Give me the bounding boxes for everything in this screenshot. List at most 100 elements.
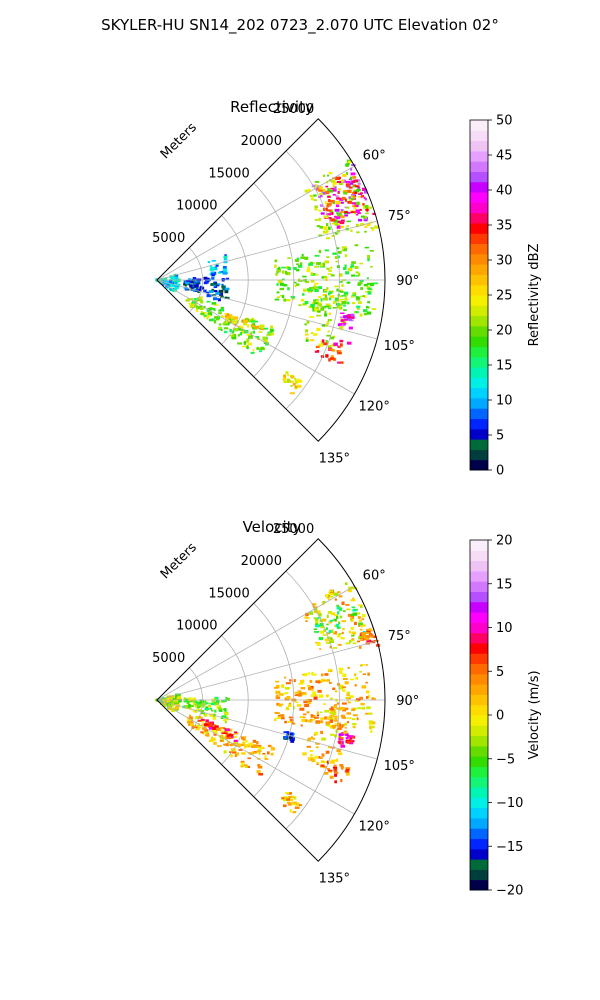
echo-gate (205, 719, 209, 723)
echo-gate (325, 215, 329, 219)
echo-gate (195, 716, 199, 720)
colorbar-swatch (470, 848, 488, 860)
echo-gate (277, 279, 283, 284)
echo-gate (365, 632, 370, 634)
echo-gate (260, 328, 265, 331)
echo-gate (316, 762, 319, 766)
echo-gate (319, 226, 324, 229)
echo-gate (203, 723, 209, 726)
echo-gate (338, 621, 341, 625)
echo-gate (316, 610, 321, 614)
colorbar-swatch (470, 560, 488, 572)
echo-gate (364, 218, 368, 221)
echo-gate (328, 319, 333, 322)
colorbar-swatch (470, 797, 488, 809)
echo-gate (294, 258, 299, 263)
echo-gate (172, 287, 178, 291)
echo-gate (366, 311, 372, 315)
echo-gate (330, 218, 335, 222)
echo-gate (343, 730, 347, 733)
echo-gate (361, 613, 366, 618)
echo-gate (294, 806, 300, 809)
echo-gate (323, 771, 329, 775)
echo-gate (327, 195, 331, 197)
echo-gate (328, 269, 332, 272)
echo-gate (262, 746, 265, 750)
echo-gate (354, 203, 359, 207)
echo-gate (326, 321, 330, 325)
echo-gate (346, 220, 351, 223)
echo-gate (322, 293, 327, 297)
echo-gate (290, 739, 295, 743)
echo-gate (333, 618, 337, 621)
echo-gate (361, 187, 366, 192)
echo-gate (311, 671, 314, 676)
colorbar-swatch (470, 591, 488, 603)
echo-gate (257, 765, 263, 769)
echo-gate (327, 195, 331, 198)
echo-gate (359, 192, 363, 195)
echo-gate (307, 672, 311, 675)
echo-gate (275, 272, 278, 276)
echo-gate (234, 731, 238, 734)
range-tick-label: 15000 (208, 166, 249, 181)
echo-gate (339, 361, 344, 364)
echo-gate (168, 706, 173, 710)
echo-gate (336, 604, 340, 607)
echo-gate (336, 212, 339, 214)
echo-gate (222, 265, 227, 270)
echo-gate (314, 308, 319, 312)
echo-gate (192, 304, 195, 308)
echo-gate (328, 171, 333, 175)
echo-gate (321, 191, 327, 195)
echo-gate (366, 223, 371, 227)
echo-gate (333, 219, 338, 223)
echo-gate (344, 198, 348, 202)
echo-gate (350, 197, 354, 201)
echo-gate (302, 716, 306, 719)
echo-gate (326, 256, 330, 258)
echo-gate (336, 749, 341, 753)
echo-gate (334, 598, 337, 601)
echo-gate (269, 328, 274, 333)
echo-gate (263, 327, 269, 330)
echo-gate (185, 281, 190, 285)
echo-gate (183, 280, 188, 283)
echo-gate (340, 744, 344, 747)
echo-gate (287, 736, 293, 739)
echo-gate (250, 351, 255, 354)
echo-gate (230, 321, 234, 323)
echo-gate (332, 357, 337, 361)
echo-gate (369, 249, 374, 252)
echo-gate (339, 339, 344, 343)
echo-gate (312, 286, 318, 290)
echo-gate (291, 297, 295, 300)
echo-gate (339, 316, 345, 319)
echo-gate (367, 291, 372, 295)
echo-gate (285, 682, 291, 685)
echo-gate (199, 700, 205, 704)
echo-gate (236, 319, 239, 323)
echo-gate (335, 758, 339, 762)
echo-gate (189, 284, 195, 288)
colorbar-swatch (470, 459, 488, 471)
echo-gate (196, 708, 202, 711)
echo-gate (337, 303, 341, 305)
echo-gate (287, 287, 290, 291)
echo-gate (219, 292, 222, 296)
echo-gate (317, 617, 321, 619)
echo-gate (257, 763, 261, 767)
echo-gate (303, 288, 307, 292)
echo-gate (338, 188, 341, 191)
echo-gate (313, 610, 317, 613)
echo-gate (355, 274, 360, 277)
echo-gate (318, 234, 323, 237)
echo-gate (327, 273, 332, 275)
echo-gate (355, 185, 360, 188)
echo-gate (247, 342, 252, 346)
echo-gate (207, 293, 210, 297)
colorbar-tick-label: 15 (496, 359, 513, 374)
echo-gate (168, 700, 171, 704)
echo-gate (345, 183, 350, 187)
echo-gate (339, 201, 344, 204)
